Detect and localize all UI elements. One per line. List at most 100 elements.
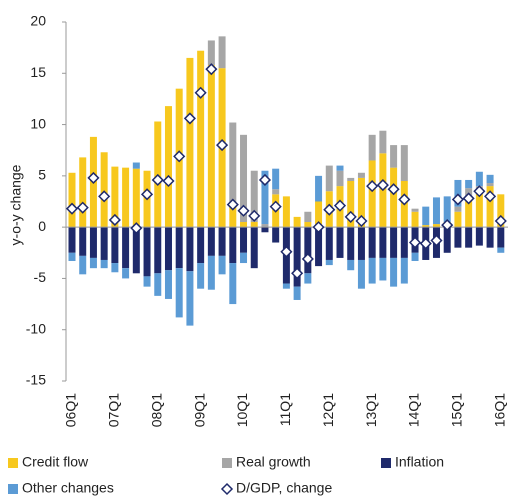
marker [237, 204, 250, 217]
marker [312, 221, 325, 234]
bar [89, 227, 97, 258]
bar [207, 255, 215, 290]
marker [65, 202, 79, 215]
legend-label: Real growth [236, 454, 311, 470]
bar [218, 227, 226, 256]
x-tick-label: 06Q1 [63, 393, 79, 427]
legend-swatch [381, 458, 391, 468]
marker [216, 139, 229, 152]
bar [411, 211, 419, 228]
legend-swatch [222, 458, 232, 468]
bar [79, 255, 87, 275]
y-tick-label: -15 [26, 372, 46, 388]
marker [269, 200, 282, 213]
bar [132, 162, 140, 169]
marker [98, 190, 111, 203]
bar [390, 145, 398, 168]
bar [229, 122, 237, 207]
marker [130, 222, 143, 235]
bar [325, 259, 333, 266]
bar [443, 227, 451, 253]
bar [68, 172, 76, 228]
y-tick-label: 20 [30, 13, 46, 29]
marker [323, 203, 336, 216]
bar [379, 257, 387, 281]
bar [422, 225, 430, 228]
bar [315, 201, 323, 228]
bar [100, 152, 108, 228]
y-tick-label: 0 [38, 218, 46, 234]
y-axis-label: y-o-y change [8, 164, 24, 245]
y-tick-label: -10 [26, 320, 46, 336]
y-tick-label: -5 [34, 269, 47, 285]
legend-label: Inflation [395, 454, 444, 470]
bar [282, 283, 290, 289]
bar [122, 167, 130, 228]
bar [443, 196, 451, 223]
bar [186, 271, 194, 326]
bar [368, 257, 376, 284]
bar [454, 206, 462, 212]
marker [291, 267, 304, 280]
bar [465, 179, 473, 189]
bar [293, 227, 301, 287]
y-tick-label: 10 [30, 115, 46, 131]
bar [68, 227, 76, 253]
marker [173, 150, 186, 163]
bar [411, 252, 419, 261]
bar [250, 227, 258, 269]
bar [164, 270, 172, 299]
bar [122, 268, 130, 279]
legend-label: D/GDP, change [236, 480, 332, 496]
marker [76, 201, 89, 214]
bar [250, 222, 258, 228]
bar [154, 273, 162, 296]
bar [432, 224, 440, 228]
marker [205, 63, 218, 76]
bar [357, 227, 365, 260]
bar [154, 227, 162, 274]
bar [218, 255, 226, 275]
bar [100, 227, 108, 260]
bar [347, 177, 355, 181]
bar [368, 134, 376, 161]
bar [454, 227, 462, 248]
bar [390, 167, 398, 228]
marker [366, 180, 379, 193]
bar [250, 170, 258, 223]
bar [379, 130, 387, 154]
bar [79, 227, 87, 256]
bar [304, 227, 312, 274]
bar [400, 227, 408, 258]
bar [497, 194, 505, 228]
bar [336, 165, 344, 171]
bar [315, 227, 323, 267]
marker [462, 192, 475, 205]
bar [379, 227, 387, 258]
bar [454, 179, 462, 207]
marker [376, 179, 389, 192]
bar [207, 40, 215, 66]
x-tick-label: 12Q1 [320, 393, 336, 427]
bar [475, 227, 483, 246]
legend-swatch [8, 484, 18, 494]
y-tick-label: 15 [30, 64, 46, 80]
bar [465, 188, 473, 197]
bar [272, 168, 280, 190]
bar [486, 183, 494, 187]
bar [229, 263, 237, 305]
marker [473, 185, 486, 198]
bar [79, 157, 87, 228]
marker [441, 219, 454, 232]
marker [226, 198, 239, 211]
marker [301, 252, 314, 266]
x-tick-label: 09Q1 [191, 393, 207, 427]
marker [355, 214, 368, 228]
bar [240, 222, 248, 228]
marker [140, 188, 154, 201]
marker [87, 171, 100, 184]
marker [408, 236, 422, 249]
marker [280, 245, 293, 258]
bar [132, 227, 140, 274]
